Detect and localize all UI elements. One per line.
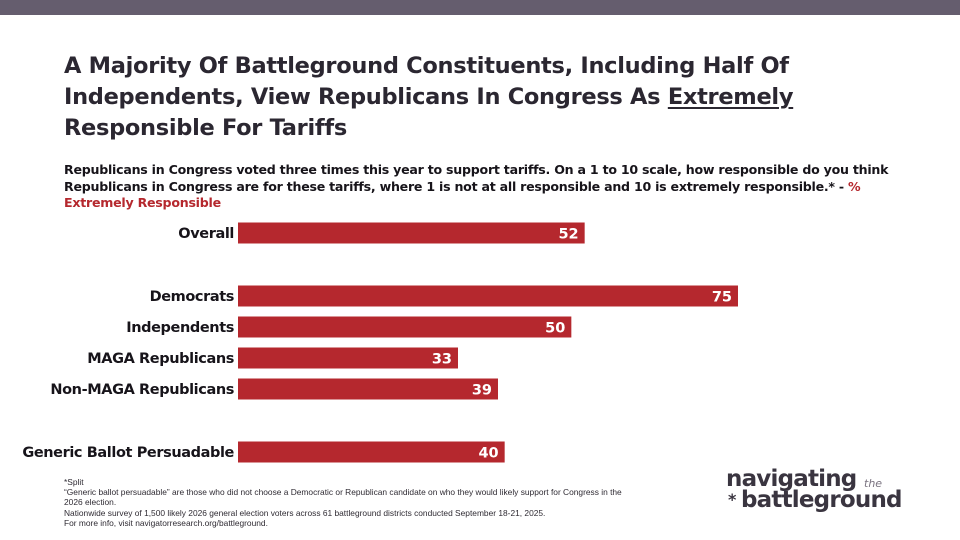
footnote-definition: “Generic ballot persuadable” are those w… xyxy=(64,487,622,508)
logo-the: the xyxy=(864,477,883,490)
value-label-overall: 52 xyxy=(558,227,578,243)
page-title: A Majority Of Battleground Constituents,… xyxy=(64,51,904,144)
category-label-generic-ballot-persuadable: Generic Ballot Persuadable xyxy=(22,445,234,461)
title-emphasis: Extremely xyxy=(667,84,794,110)
bar-overall xyxy=(238,222,585,244)
category-label-independents: Independents xyxy=(126,320,234,336)
category-label-democrats: Democrats xyxy=(150,289,234,305)
category-label-non-maga-republicans: Non-MAGA Republicans xyxy=(50,382,234,398)
bar-generic-ballot-persuadable xyxy=(238,441,505,463)
top-banner xyxy=(0,0,960,15)
footnote-more-info: For more info, visit navigatorresearch.o… xyxy=(64,517,268,528)
question-text: Republicans in Congress voted three time… xyxy=(64,162,889,194)
value-label-independents: 50 xyxy=(545,321,565,337)
category-label-maga-republicans: MAGA Republicans xyxy=(87,351,234,367)
question-subtitle: Republicans in Congress voted three time… xyxy=(64,162,894,212)
value-label-generic-ballot-persuadable: 40 xyxy=(478,446,498,462)
bar-non-maga-republicans xyxy=(238,378,498,400)
footnotes: *Split “Generic ballot persuadable” are … xyxy=(64,477,624,528)
logo-line1: navigating xyxy=(726,466,857,492)
value-label-maga-republicans: 33 xyxy=(432,352,452,368)
value-label-non-maga-republicans: 39 xyxy=(472,383,492,399)
footnote-methodology: Nationwide survey of 1,500 likely 2026 g… xyxy=(64,507,546,518)
navigating-the-battleground-logo: navigating the * battleground xyxy=(726,466,946,516)
logo-star-icon: * xyxy=(728,490,737,509)
value-label-democrats: 75 xyxy=(712,290,732,306)
footnote-split: *Split xyxy=(64,477,84,487)
category-label-overall: Overall xyxy=(178,226,234,242)
bar-independents xyxy=(238,316,572,338)
title-text-end: Responsible For Tariffs xyxy=(64,115,347,141)
logo-line2: battleground xyxy=(741,487,902,513)
title-text: A Majority Of Battleground Constituents,… xyxy=(64,53,789,110)
bar-democrats xyxy=(238,285,738,307)
metric-label: % Extremely Responsible xyxy=(64,178,861,211)
bar-maga-republicans xyxy=(238,347,458,369)
